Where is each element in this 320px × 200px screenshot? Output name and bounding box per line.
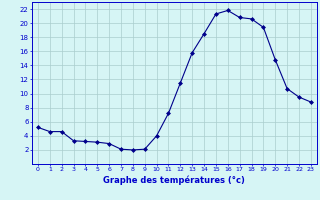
X-axis label: Graphe des températures (°c): Graphe des températures (°c) xyxy=(103,175,245,185)
